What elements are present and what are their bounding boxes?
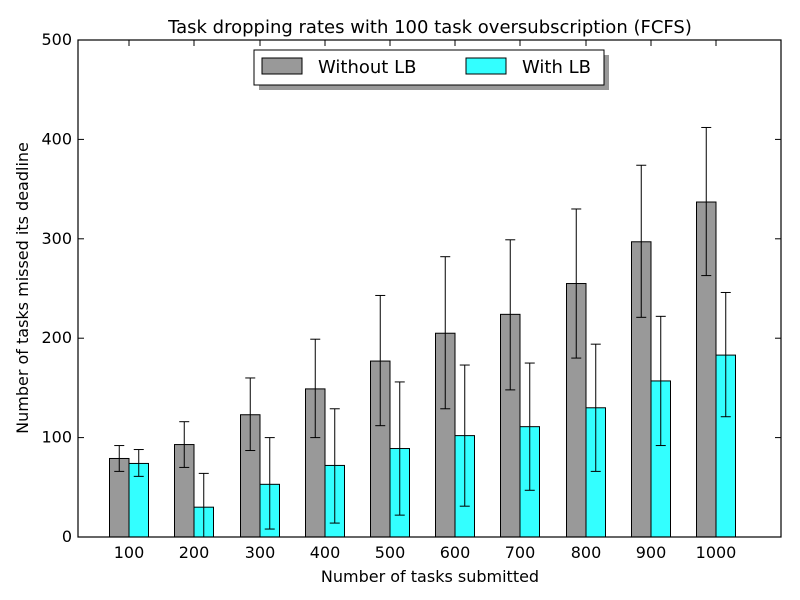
error-bar-with-lb (590, 343, 601, 472)
error-bar-without-lb (505, 239, 516, 391)
error-bar-without-lb (571, 208, 582, 359)
error-bar-without-lb (245, 377, 256, 452)
x-tick-label: 900 (636, 543, 667, 562)
y-tick-label: 300 (41, 229, 72, 248)
axis-layer: 100 200 300 400 500 600 700 800 900 1000 0 100 200 30… (41, 30, 782, 562)
plot-frame (77, 39, 782, 538)
error-bar-without-lb (375, 294, 386, 427)
x-tick-label: 800 (571, 543, 602, 562)
x-tick-label: 100 (114, 543, 145, 562)
x-tick-label: 1000 (696, 543, 737, 562)
legend-label: With LB (522, 57, 591, 78)
error-bar-with-lb (459, 364, 470, 507)
error-bar-without-lb (440, 256, 451, 410)
x-axis-label: Number of tasks submitted (321, 567, 539, 586)
error-bar-with-lb (133, 449, 144, 477)
legend-item-with-lb: With LB (465, 57, 591, 78)
error-bar-without-lb (636, 164, 647, 318)
x-tick-label: 600 (440, 543, 471, 562)
legend-swatch (261, 57, 303, 75)
error-bar-with-lb (329, 408, 340, 524)
legend-label: Without LB (318, 57, 416, 78)
y-tick-label: 400 (41, 129, 72, 148)
y-axis-label: Number of tasks missed its deadline (13, 142, 32, 434)
y-tick-label: 200 (41, 328, 72, 347)
error-bar-with-lb (394, 381, 405, 516)
error-bar-without-lb (114, 445, 125, 472)
error-bar-with-lb (524, 362, 535, 491)
y-tick-label: 500 (41, 30, 72, 49)
error-bar-without-lb (310, 338, 321, 439)
error-bar-with-lb (655, 315, 666, 447)
y-tick-label: 100 (41, 428, 72, 447)
x-tick-label: 500 (375, 543, 406, 562)
x-tick-label: 700 (505, 543, 536, 562)
error-bar-without-lb (701, 126, 712, 277)
x-tick-label: 300 (245, 543, 276, 562)
y-tick-label: 0 (62, 527, 72, 546)
x-tick-label: 200 (179, 543, 210, 562)
x-tick-label: 400 (310, 543, 341, 562)
legend-box (253, 49, 605, 86)
error-bar-without-lb (179, 421, 190, 468)
plot-layer (109, 126, 736, 538)
chart-title: Task dropping rates with 100 task oversu… (167, 17, 692, 38)
legend-item-without-lb: Without LB (261, 57, 416, 78)
error-bar-with-lb (264, 437, 275, 530)
error-bar-with-lb (720, 291, 731, 418)
legend: Without LB With LB (253, 49, 609, 90)
legend-swatch (465, 57, 507, 75)
